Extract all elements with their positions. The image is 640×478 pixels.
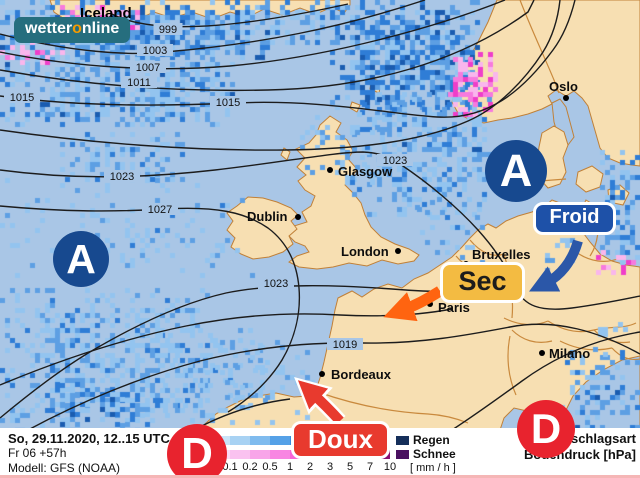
logo-part1: wetter: [25, 20, 73, 37]
isobar-label-backing: [137, 44, 173, 56]
high-pressure-center: A: [485, 140, 547, 202]
logo-accent-o: o: [72, 20, 82, 37]
rain-label: Regen: [413, 433, 450, 447]
snow-label: Schnee: [413, 447, 456, 461]
legend-tick: 7: [366, 461, 374, 473]
isobar-label: 1003: [143, 45, 167, 57]
isobar-label: 1019: [333, 339, 357, 351]
isobar-label: 1023: [264, 278, 288, 290]
forecast-status-block: So, 29.11.2020, 12..15 UTC Fr 06 +57h Mo…: [8, 431, 170, 476]
mild-air-arrow: [297, 380, 344, 425]
rain-max-swatch: [396, 436, 409, 445]
model-text: Modell: GFS (NOAA): [8, 461, 121, 475]
legend-tick: 5: [346, 461, 354, 473]
rain-scale-segment: [230, 436, 250, 445]
high-pressure-center: A: [53, 231, 109, 287]
snow-scale-segment: [230, 450, 250, 459]
isobar-label: 1011: [127, 77, 151, 89]
isobar-label-backing: [121, 76, 157, 88]
isobar-label: 1023: [110, 171, 134, 183]
isobar-label-backing: [327, 338, 363, 350]
city-dot-bordeaux: [319, 371, 325, 377]
run-offset-text: Fr 06 +57h: [8, 446, 67, 460]
city-dot-dublin: [295, 214, 301, 220]
legend-tick: 2: [306, 461, 314, 473]
isobar-label-backing: [377, 154, 413, 166]
legend-tick: 10: [383, 461, 397, 473]
city-label-glasgow: Glasgow: [338, 164, 393, 179]
city-label-oslo: Oslo: [549, 79, 578, 94]
isobar-annotation-layer: 999 1003 1007 1011 1015 1015 1023 1027 1023 1023 1…: [0, 0, 640, 430]
isobar-label-backing: [153, 23, 183, 35]
isobar-label-backing: [104, 170, 140, 182]
rain-scale-segment: [250, 436, 270, 445]
bottom-edge-strip: [0, 475, 640, 478]
snow-scale-segment: [270, 450, 290, 459]
air-mass-box-froid: Froid: [533, 202, 616, 235]
city-dot-oslo: [563, 95, 569, 101]
air-mass-box-sec: Sec: [440, 262, 525, 303]
city-label-milano: Milano: [549, 346, 590, 361]
valid-time-text: So, 29.11.2020, 12..15 UTC: [8, 431, 170, 446]
isobar-label-backing: [4, 91, 40, 103]
city-label-bordeaux: Bordeaux: [331, 367, 392, 382]
air-mass-arrows: [294, 239, 583, 427]
legend-unit-label: [ mm / h ]: [410, 462, 456, 474]
isobar-label-backing: [210, 96, 246, 108]
rain-scale-segment: [270, 436, 290, 445]
city-dot-milano: [539, 350, 545, 356]
isobar-label-backing: [142, 203, 178, 215]
city-label-bruxelles: Bruxelles: [472, 247, 531, 262]
isobar-label: 1007: [136, 62, 160, 74]
city-dot-glasgow: [327, 167, 333, 173]
dry-air-arrow: [383, 286, 443, 322]
city-label-london: London: [341, 244, 389, 259]
logo-part2: nline: [81, 20, 120, 37]
city-label-dublin: Dublin: [247, 209, 287, 224]
cold-air-arrow: [529, 239, 583, 292]
low-pressure-center: D: [167, 424, 227, 478]
legend-tick: 0.1: [222, 461, 238, 473]
isobar-label: 1015: [10, 92, 34, 104]
snow-max-swatch: [396, 450, 409, 459]
wetteronline-logo[interactable]: wetteronline: [14, 17, 131, 43]
city-dot-london: [395, 248, 401, 254]
isobar-label: 999: [159, 24, 177, 36]
isobar-label-backing: [130, 61, 166, 73]
legend-tick: 0.2: [242, 461, 258, 473]
isobar-label: 1015: [216, 97, 240, 109]
city-label-paris: Paris: [438, 300, 470, 315]
legend-tick-values: 0.1 0.2 0.5 1 2 3 5 7 10: [210, 461, 410, 473]
isobar-label: 1023: [383, 155, 407, 167]
legend-tick: 1: [286, 461, 294, 473]
air-mass-box-doux: Doux: [291, 421, 390, 459]
legend-tick: 0.5: [262, 461, 278, 473]
isobar-label: 1027: [148, 204, 172, 216]
low-pressure-center: D: [517, 400, 575, 458]
isobar-value-labels: 999 1003 1007 1011 1015 1015 1023 1027 1023 1023 1…: [4, 23, 413, 351]
legend-tick: 3: [326, 461, 334, 473]
isobar-label-backing: [258, 277, 294, 289]
snow-scale-segment: [250, 450, 270, 459]
